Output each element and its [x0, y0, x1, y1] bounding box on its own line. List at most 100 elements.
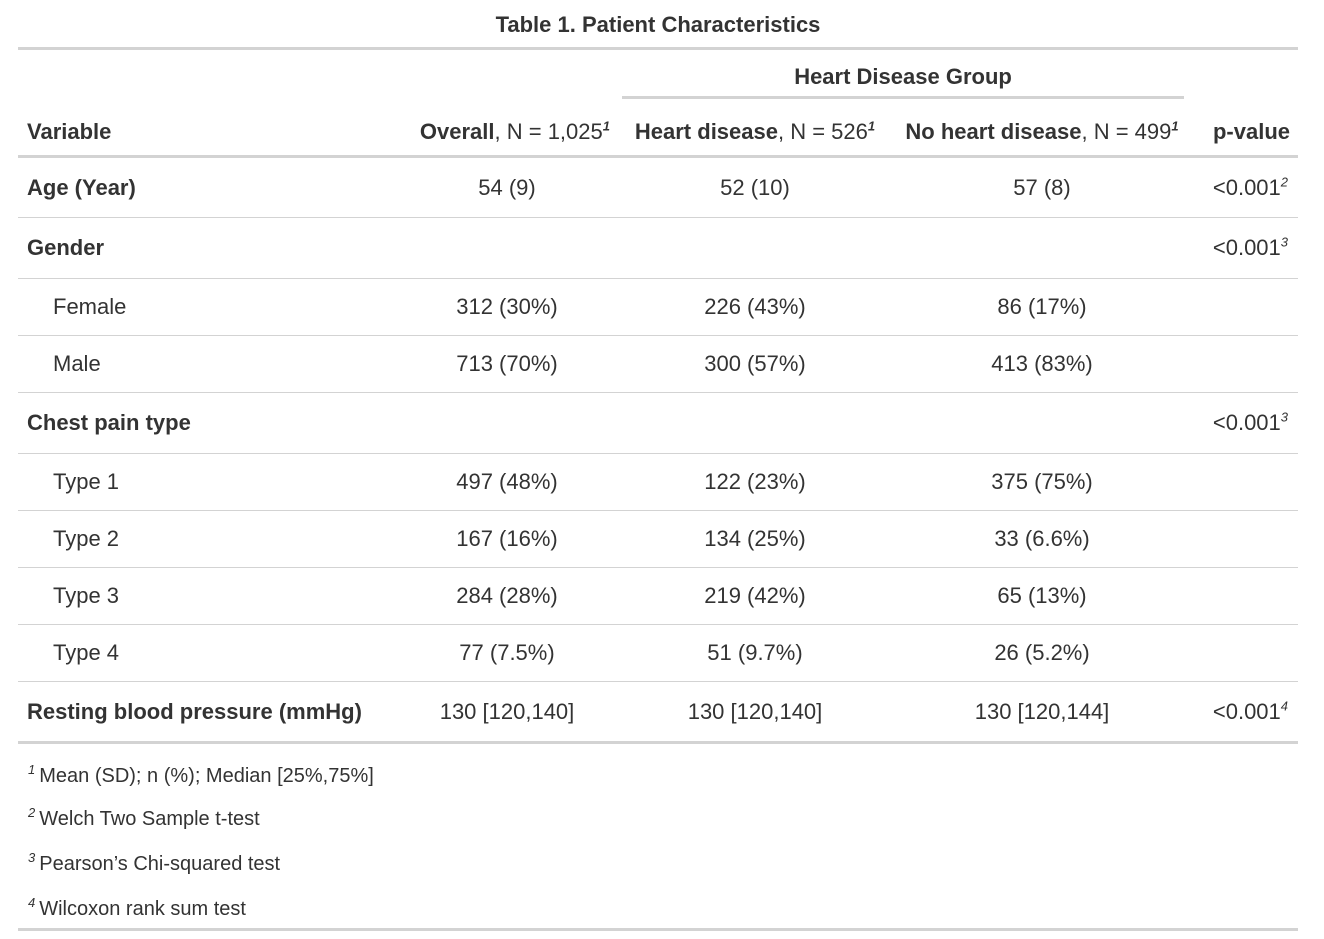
cell-no-heart-disease: 57 (8): [892, 156, 1193, 218]
table-row: Type 1 497 (48%) 122 (23%) 375 (75%): [18, 453, 1299, 511]
table-row: Type 3 284 (28%) 219 (42%) 65 (13%): [18, 567, 1299, 625]
cell-overall: 130 [120,140]: [396, 681, 618, 744]
spanner-label: Heart Disease Group: [622, 64, 1185, 99]
cell-overall: 54 (9): [396, 156, 618, 218]
footnote-marker: 1: [867, 118, 876, 134]
table-row: Age (Year) 54 (9) 52 (10) 57 (8) <0.0012: [18, 156, 1299, 218]
cell-no-heart-disease: 33 (6.6%): [892, 510, 1193, 568]
cell-no-heart-disease: 413 (83%): [892, 335, 1193, 393]
column-header-no-heart-disease: No heart disease, N = 4991: [892, 98, 1193, 158]
cell-no-heart-disease: [892, 217, 1193, 279]
row-label: Type 1: [18, 453, 396, 511]
row-label: Gender: [18, 217, 396, 279]
cell-p-value: <0.0013: [1192, 392, 1299, 454]
p-value-text: <0.001: [1212, 174, 1281, 200]
cell-heart-disease: 51 (9.7%): [618, 624, 892, 682]
footnote-text: Mean (SD); n (%); Median [25%,75%]: [39, 765, 374, 787]
footnote-marker: 1: [602, 118, 610, 134]
cell-overall: 284 (28%): [396, 567, 618, 625]
table-body: Age (Year) 54 (9) 52 (10) 57 (8) <0.0012…: [18, 156, 1299, 744]
row-label: Type 3: [18, 567, 396, 625]
cell-heart-disease: 300 (57%): [618, 335, 892, 393]
cell-no-heart-disease: [892, 392, 1193, 454]
column-header-no-heart-disease-n: , N = 499: [1081, 119, 1172, 144]
column-header-overall-n: , N = 1,025: [494, 119, 603, 144]
column-header-heart-disease-n: , N = 526: [777, 119, 868, 144]
column-header-heart-disease-label: Heart disease: [634, 119, 778, 144]
column-header-variable: Variable: [18, 98, 396, 158]
footnote-marker: 2: [28, 805, 36, 821]
column-header-p-value: p-value: [1192, 98, 1299, 158]
footnote-marker: 2: [1280, 174, 1289, 190]
header-spacer: [18, 47, 396, 99]
cell-overall: 167 (16%): [396, 510, 618, 568]
cell-p-value: <0.0013: [1192, 217, 1299, 279]
row-label: Age (Year): [18, 156, 396, 218]
table-footnotes: 1 Mean (SD); n (%); Median [25%,75%] 2 Wel…: [18, 744, 1298, 931]
footnote-marker: 3: [1280, 409, 1289, 425]
cell-heart-disease: 122 (23%): [618, 453, 892, 511]
summary-table-container: Table 1. Patient Characteristics Heart D…: [18, 0, 1299, 931]
patient-characteristics-table: Heart Disease Group Variable Overall, N …: [18, 47, 1299, 744]
cell-heart-disease: 219 (42%): [618, 567, 892, 625]
header-spacer: [1192, 47, 1299, 99]
cell-no-heart-disease: 65 (13%): [892, 567, 1193, 625]
p-value-text: <0.001: [1212, 410, 1281, 435]
cell-heart-disease: 52 (10): [618, 156, 892, 218]
cell-overall: [396, 217, 618, 279]
footnote-marker: 3: [28, 850, 36, 866]
cell-p-value: [1192, 278, 1299, 336]
row-label: Chest pain type: [18, 392, 396, 454]
spanner-heading: Heart Disease Group: [618, 47, 1193, 99]
column-header-overall: Overall, N = 1,0251: [396, 98, 618, 158]
cell-heart-disease: 134 (25%): [618, 510, 892, 568]
cell-heart-disease: 130 [120,140]: [618, 681, 892, 744]
table-header: Heart Disease Group Variable Overall, N …: [18, 47, 1299, 158]
footnote-marker: 4: [1280, 698, 1289, 714]
cell-p-value: [1192, 567, 1299, 625]
table-caption: Table 1. Patient Characteristics: [495, 12, 821, 37]
table-row: Resting blood pressure (mmHg) 130 [120,1…: [18, 681, 1299, 744]
table-row: Type 2 167 (16%) 134 (25%) 33 (6.6%): [18, 510, 1299, 568]
header-spacer: [396, 47, 618, 99]
footnote-marker: 4: [28, 895, 36, 911]
cell-no-heart-disease: 130 [120,144]: [892, 681, 1193, 744]
cell-overall: [396, 392, 618, 454]
footnote: 2 Welch Two Sample t-test: [28, 793, 1298, 838]
row-label: Resting blood pressure (mmHg): [18, 681, 396, 744]
cell-p-value: [1192, 335, 1299, 393]
table-row: Female 312 (30%) 226 (43%) 86 (17%): [18, 278, 1299, 336]
footnote-text: Welch Two Sample t-test: [39, 808, 260, 830]
table-row: Type 4 77 (7.5%) 51 (9.7%) 26 (5.2%): [18, 624, 1299, 682]
cell-overall: 713 (70%): [396, 335, 618, 393]
footnote: 1 Mean (SD); n (%); Median [25%,75%]: [28, 748, 1298, 793]
footnote-text: Pearson’s Chi-squared test: [39, 853, 281, 875]
footnote: 3 Pearson’s Chi-squared test: [28, 838, 1298, 883]
column-header-no-heart-disease-label: No heart disease: [905, 119, 1082, 144]
row-label: Female: [18, 278, 396, 336]
cell-p-value: <0.0012: [1192, 156, 1299, 218]
footnote-text: Wilcoxon rank sum test: [39, 898, 246, 920]
cell-p-value: [1192, 510, 1299, 568]
cell-heart-disease: [618, 392, 892, 454]
cell-p-value: <0.0014: [1192, 681, 1299, 744]
cell-no-heart-disease: 375 (75%): [892, 453, 1193, 511]
p-value-text: <0.001: [1212, 235, 1281, 260]
table-row: Male 713 (70%) 300 (57%) 413 (83%): [18, 335, 1299, 393]
cell-heart-disease: 226 (43%): [618, 278, 892, 336]
column-header-overall-label: Overall: [419, 119, 495, 144]
row-label: Type 4: [18, 624, 396, 682]
row-label: Male: [18, 335, 396, 393]
cell-no-heart-disease: 26 (5.2%): [892, 624, 1193, 682]
footnote-marker: 1: [1171, 118, 1179, 134]
cell-overall: 312 (30%): [396, 278, 618, 336]
footnote-marker: 3: [1280, 234, 1289, 250]
p-value-text: <0.001: [1212, 698, 1281, 724]
cell-heart-disease: [618, 217, 892, 279]
cell-no-heart-disease: 86 (17%): [892, 278, 1193, 336]
row-label: Type 2: [18, 510, 396, 568]
cell-overall: 497 (48%): [396, 453, 618, 511]
footnote-marker: 1: [28, 762, 36, 778]
cell-overall: 77 (7.5%): [396, 624, 618, 682]
table-row: Chest pain type <0.0013: [18, 392, 1299, 454]
